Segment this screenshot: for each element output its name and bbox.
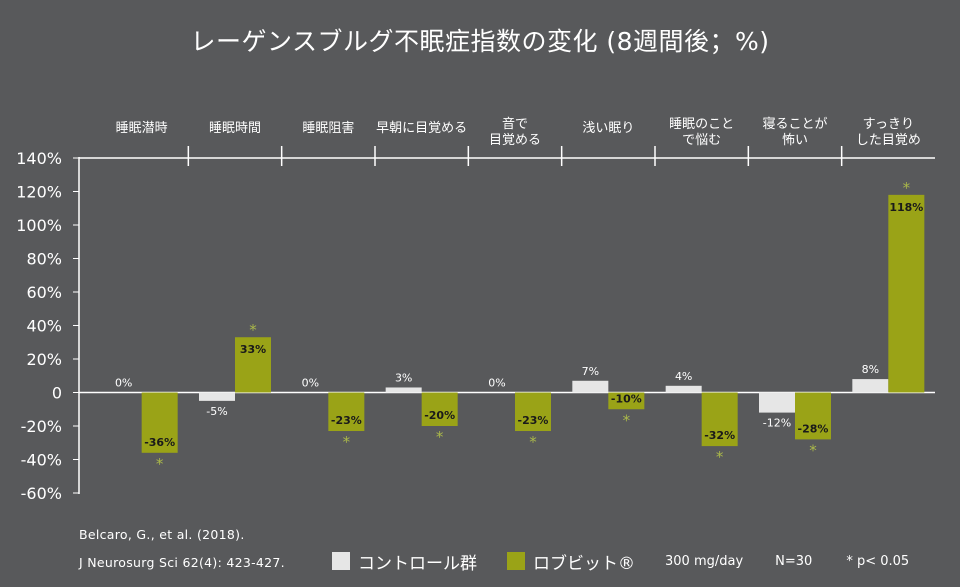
- y-tick-label: -60%: [21, 484, 62, 503]
- y-tick-label: 40%: [26, 317, 62, 336]
- y-axis-ticks: 140% 120% 100% 80% 60% 40% 20% 0 -20% -40% -60%: [16, 149, 79, 503]
- control-value-label: 8%: [862, 363, 879, 376]
- control-value-label: 0%: [488, 377, 505, 390]
- bars: 0% -36% * -5% 33% * 0% -23% * 3% -20% * 0% -23% * 7% -10…: [115, 179, 925, 473]
- category-label: 浅い眠り: [582, 121, 634, 136]
- control-value-label: 0%: [302, 377, 319, 390]
- category-label: 目覚める: [489, 133, 541, 148]
- significance-asterisk: *: [529, 433, 537, 451]
- y-tick-label: 80%: [26, 250, 62, 269]
- treatment-bar: [235, 337, 271, 393]
- treatment-bar: [328, 392, 365, 432]
- y-tick-label: 20%: [26, 350, 62, 369]
- treatment-value-label: -28%: [798, 422, 829, 435]
- significance-asterisk: *: [623, 411, 631, 429]
- control-value-label: 3%: [395, 371, 412, 384]
- y-tick-label: -20%: [21, 417, 62, 436]
- significance-asterisk: *: [809, 441, 817, 459]
- treatment-bar: [795, 392, 831, 440]
- legend-dose: 300 mg/day: [665, 553, 744, 569]
- treatment-bar: [515, 392, 551, 432]
- legend-treatment-label: ロブビット®: [533, 553, 635, 574]
- control-bar: [199, 392, 235, 401]
- control-bar: [852, 379, 889, 393]
- control-value-label: -5%: [206, 405, 227, 418]
- y-tick-label: 140%: [16, 149, 62, 168]
- y-tick-label: 0: [52, 384, 62, 403]
- chart-title: レーゲンスブルグ不眠症指数の変化 (8週間後；%): [190, 27, 770, 56]
- treatment-value-label: 118%: [889, 201, 923, 214]
- control-value-label: 4%: [675, 370, 692, 383]
- citation-line-1: Belcaro, G., et al. (2018).: [79, 527, 245, 542]
- control-swatch: [332, 552, 350, 570]
- axes: [78, 146, 935, 494]
- treatment-value-label: -10%: [611, 392, 642, 405]
- significance-asterisk: *: [716, 448, 724, 466]
- legend-control-label: コントロール群: [358, 553, 477, 574]
- significance-asterisk: *: [156, 455, 164, 473]
- control-value-label: 0%: [115, 377, 132, 390]
- treatment-value-label: -36%: [144, 436, 175, 449]
- treatment-bar: [421, 392, 458, 426]
- category-label: 早朝に目覚める: [376, 121, 467, 136]
- category-label: 音で: [502, 116, 528, 132]
- citation-line-2: J Neurosurg Sci 62(4): 423-427.: [79, 555, 285, 570]
- treatment-bar: [701, 392, 738, 447]
- citation: Belcaro, G., et al. (2018). J Neurosurg …: [79, 521, 285, 577]
- control-bar: [572, 380, 609, 393]
- treatment-value-label: 33%: [240, 343, 266, 356]
- treatment-swatch: [507, 552, 525, 570]
- category-label: 睡眠潜時: [116, 121, 168, 136]
- category-label: 怖い: [782, 132, 808, 148]
- y-tick-label: 60%: [26, 283, 62, 302]
- significance-asterisk: *: [436, 428, 444, 446]
- y-tick-label: 120%: [16, 183, 62, 202]
- control-bar: [759, 392, 795, 413]
- legend-n: N=30: [775, 553, 813, 569]
- control-value-label: 7%: [582, 365, 599, 378]
- category-label: すっきり: [863, 117, 914, 132]
- legend: コントロール群 ロブビット® 300 mg/day N=30 * p< 0.05: [332, 549, 910, 574]
- category-label: 睡眠時間: [209, 121, 261, 136]
- significance-asterisk: *: [343, 433, 351, 451]
- significance-asterisk: *: [249, 321, 257, 339]
- category-label: 睡眠阻害: [302, 120, 354, 136]
- treatment-value-label: -23%: [331, 414, 362, 427]
- category-label: 寝ることが: [762, 116, 827, 132]
- y-tick-label: -40%: [21, 451, 62, 470]
- legend-significance: * p< 0.05: [846, 553, 910, 569]
- treatment-value-label: -23%: [518, 414, 549, 427]
- treatment-bar: [608, 392, 645, 410]
- treatment-bar: [141, 392, 178, 453]
- treatment-value-label: -20%: [424, 409, 455, 422]
- control-bar: [665, 385, 702, 393]
- category-label: で悩む: [682, 133, 721, 148]
- treatment-bar: [888, 194, 925, 393]
- y-tick-label: 100%: [16, 216, 62, 235]
- category-label: した目覚め: [856, 133, 921, 148]
- significance-asterisk: *: [903, 179, 911, 197]
- control-value-label: -12%: [763, 417, 791, 430]
- category-label: 睡眠のこと: [669, 117, 734, 132]
- treatment-value-label: -32%: [704, 429, 735, 442]
- control-bar: [385, 387, 422, 393]
